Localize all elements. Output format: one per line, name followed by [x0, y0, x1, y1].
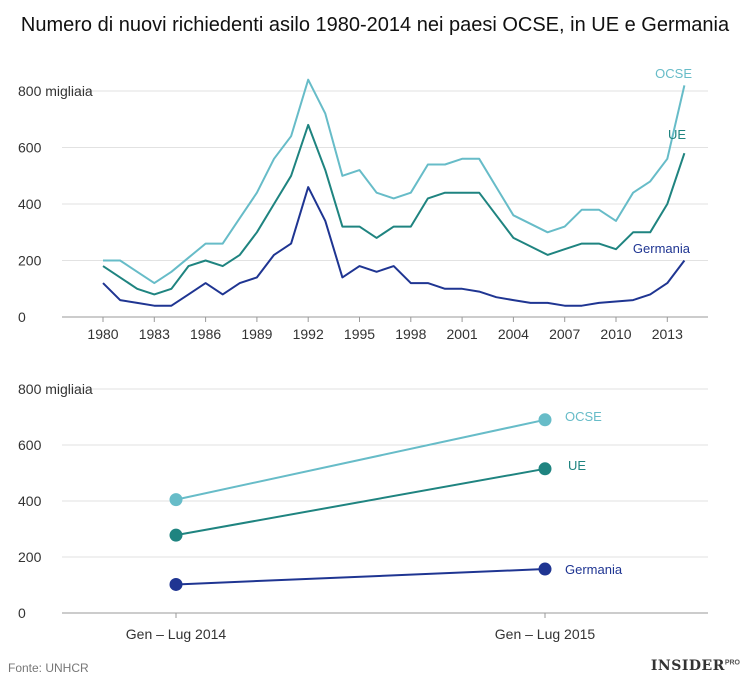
chart1-xtick-1986: 1986 [190, 326, 221, 342]
chart2-point-germania-1 [538, 562, 552, 576]
chart1-xtick-1992: 1992 [293, 326, 324, 342]
chart2-series-ue [175, 467, 546, 537]
chart1-ytick-0: 0 [18, 309, 26, 325]
chart2-xtick-1: Gen – Lug 2015 [495, 626, 596, 642]
chart-title: Numero di nuovi richiedenti asilo 1980-2… [20, 14, 730, 36]
chart2-series-germania [175, 568, 546, 586]
brand-logo: INSIDERPRO [651, 658, 740, 674]
chart1-xtick-1983: 1983 [139, 326, 170, 342]
chart2-ytick-400: 400 [18, 493, 42, 509]
chart2-point-ocse-0 [169, 493, 183, 507]
chart1-series-germania [102, 186, 686, 307]
chart2-point-ue-0 [169, 528, 183, 542]
chart2-ytick-800: 800 migliaia [18, 381, 93, 397]
chart2-label-ocse: OCSE [565, 409, 602, 424]
chart2-ytick-200: 200 [18, 549, 42, 565]
chart1-xtick-2013: 2013 [652, 326, 683, 342]
chart1-label-ocse: OCSE [655, 66, 692, 81]
chart1-label-ue: UE [668, 127, 686, 142]
brand-suffix: PRO [724, 659, 740, 667]
chart1-ytick-600: 600 [18, 140, 42, 156]
chart1-xtick-1995: 1995 [344, 326, 375, 342]
chart2-point-ue-1 [538, 462, 552, 476]
chart2-xtick-0: Gen – Lug 2014 [126, 626, 227, 642]
chart1-xtick-1998: 1998 [395, 326, 426, 342]
chart1-xtick-2004: 2004 [498, 326, 529, 342]
chart1-label-germania: Germania [633, 241, 691, 256]
chart1-xtick-1989: 1989 [241, 326, 272, 342]
chart1-xtick-1980: 1980 [87, 326, 118, 342]
source-note: Fonte: UNHCR [8, 661, 89, 675]
chart2-ytick-600: 600 [18, 437, 42, 453]
chart1-series-ue [102, 123, 686, 296]
chart2-label-germania: Germania [565, 562, 623, 577]
chart1-xtick-2007: 2007 [549, 326, 580, 342]
chart1-xtick-2010: 2010 [600, 326, 631, 342]
brand-name: INSIDER [650, 658, 725, 674]
chart2-point-germania-0 [169, 577, 183, 591]
chart1-xtick-2001: 2001 [447, 326, 478, 342]
chart1-ytick-200: 200 [18, 253, 42, 269]
chart1-series-ocse [103, 78, 686, 285]
chart2-ytick-0: 0 [18, 605, 26, 621]
chart2-point-ocse-1 [538, 413, 552, 427]
chart2-label-ue: UE [568, 458, 586, 473]
chart1-ytick-400: 400 [18, 196, 42, 212]
chart1-ytick-800: 800 migliaia [18, 83, 93, 99]
chart2-series-ocse [175, 418, 546, 501]
